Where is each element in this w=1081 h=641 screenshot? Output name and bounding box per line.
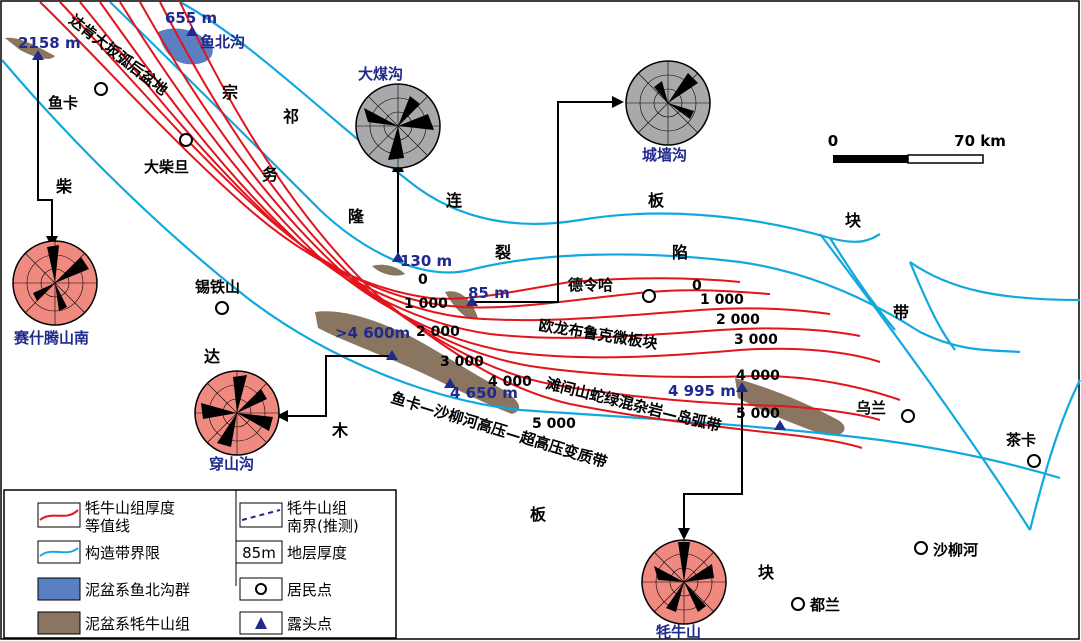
thickness-chuanshangou: >4 600m xyxy=(335,324,410,342)
contour-2000-a: 2 000 xyxy=(416,324,460,340)
thickness-dameigou: 130 m xyxy=(400,252,452,270)
legend-outcrop: 露头点 xyxy=(239,611,332,635)
zone-char-long: 隆 xyxy=(348,207,365,226)
rose-chengqianggou xyxy=(625,60,711,146)
zone-char-mu: 木 xyxy=(331,421,349,440)
contour-4000-b: 4 000 xyxy=(736,368,780,384)
legend-maoniushan: 泥盆系牦牛山组 xyxy=(37,611,190,635)
scale-bar: 0 70 km xyxy=(828,132,1006,164)
name-chuanshangou: 穿山沟 xyxy=(209,455,254,473)
rose-dameigou xyxy=(355,83,441,169)
town-dulan: 都兰 xyxy=(809,596,840,614)
legend-south-boundary: 牦牛山组 南界(推测) xyxy=(239,499,359,535)
legend-contour-line1: 牦牛山组厚度 xyxy=(85,499,175,517)
zone-char-ban: 板 xyxy=(648,191,665,210)
zone-char-dai: 带 xyxy=(893,303,909,322)
scale-end: 70 km xyxy=(954,132,1006,150)
name-saishiteng: 赛什腾山南 xyxy=(13,329,89,347)
zone-char-qi: 祁 xyxy=(283,107,299,126)
legend-outcrop-text: 露头点 xyxy=(287,615,332,633)
town-dachaidan: 大柴旦 xyxy=(144,158,189,176)
town-shaliuhe: 沙柳河 xyxy=(933,541,978,559)
rose-saishitengshannan xyxy=(12,240,98,326)
zone-char-kuai2: 块 xyxy=(758,563,775,582)
legend-thickness-text: 地层厚度 xyxy=(287,544,347,562)
zone-char-lie: 裂 xyxy=(494,243,511,262)
legend-yubeigou: 泥盆系鱼北沟群 xyxy=(37,577,190,601)
thickness-yubeigou: 655 m xyxy=(165,9,217,27)
legend-structural-boundary-text: 构造带界限 xyxy=(85,544,160,562)
zone-char-xian: 陷 xyxy=(672,243,688,262)
legend-contour-line2: 等值线 xyxy=(85,517,130,535)
legend-maoniushan-text: 泥盆系牦牛山组 xyxy=(85,615,190,633)
legend-settlement-text: 居民点 xyxy=(287,581,332,599)
rose-maoniushan xyxy=(641,539,727,625)
contour-1000-a: 1 000 xyxy=(404,296,448,312)
contour-2000-b: 2 000 xyxy=(716,312,760,328)
arrows xyxy=(37,58,743,528)
legend-south-boundary-line2: 南界(推测) xyxy=(287,517,359,535)
legend-structural-boundary: 构造带界限 xyxy=(37,540,160,564)
town-chaka: 茶卡 xyxy=(1006,431,1036,449)
town-xitieshan: 锡铁山 xyxy=(195,278,240,296)
thickness-maoniushan: 4 995 m xyxy=(668,382,736,400)
legend-yubeigou-text: 泥盆系鱼北沟群 xyxy=(85,581,190,599)
contour-3000-b: 3 000 xyxy=(734,332,778,348)
town-yuka: 鱼卡 xyxy=(48,94,78,112)
legend-thickness: 85m 地层厚度 xyxy=(235,540,347,564)
name-maoniushan: 牦牛山 xyxy=(656,623,701,641)
legend-settlement: 居民点 xyxy=(239,577,332,601)
contour-4000-a: 4 000 xyxy=(488,374,532,390)
contour-0-b: 0 xyxy=(692,278,702,294)
thickness-saishiteng: 2158 m xyxy=(18,34,81,52)
zone-char-wu: 务 xyxy=(262,165,279,184)
name-dameigou: 大煤沟 xyxy=(358,65,403,83)
contour-0-a: 0 xyxy=(418,272,428,288)
thickness-4650: 4 650 m xyxy=(450,384,518,402)
zone-char-chai: 柴 xyxy=(55,177,73,196)
zone-char-da: 达 xyxy=(204,347,220,366)
name-chengqianggou: 城墙沟 xyxy=(642,146,687,164)
zone-char-kuai: 块 xyxy=(845,211,862,230)
contour-5000-b: 5 000 xyxy=(736,406,780,422)
town-delingha: 德令哈 xyxy=(568,276,613,294)
zone-char-ban2: 板 xyxy=(530,505,547,524)
contour-5000-a: 5 000 xyxy=(532,416,576,432)
town-wulan: 乌兰 xyxy=(856,399,886,417)
legend: 牦牛山组厚度 等值线 牦牛山组 南界(推测) 构造带界限 85m 地层厚度 泥盆… xyxy=(3,489,397,639)
rose-chuanshangou xyxy=(194,370,280,456)
legend-thickness-box: 85m xyxy=(242,544,276,562)
name-yubeigou: 鱼北沟 xyxy=(200,33,245,51)
thickness-chengqianggou: 85 m xyxy=(468,284,510,302)
contour-1000-b: 1 000 xyxy=(700,292,744,308)
legend-south-boundary-line1: 牦牛山组 xyxy=(287,499,347,517)
legend-contour: 牦牛山组厚度 等值线 xyxy=(37,499,175,535)
scale-start: 0 xyxy=(828,132,838,150)
zone-char-lian: 连 xyxy=(446,191,463,210)
isopach-contours xyxy=(39,1,901,449)
settlements xyxy=(94,82,1041,611)
outcrop-points xyxy=(32,26,786,430)
zone-char-zong: 宗 xyxy=(222,83,238,102)
contour-3000-a: 3 000 xyxy=(440,354,484,370)
